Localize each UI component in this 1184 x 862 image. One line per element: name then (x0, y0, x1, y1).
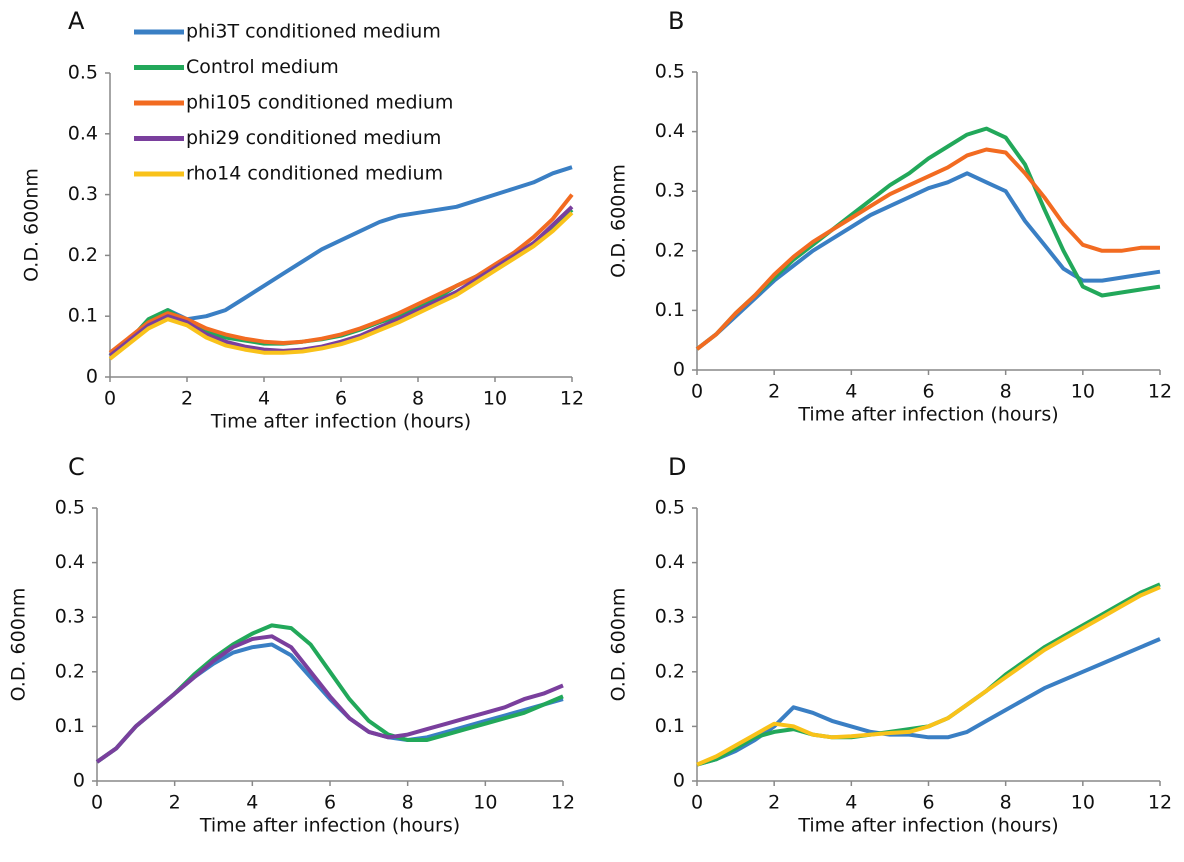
y-tick-label: 0.2 (655, 239, 685, 261)
series-line (696, 637, 1161, 767)
y-tick-label: 0.2 (655, 660, 685, 682)
legend-label: phi105 conditioned medium (186, 92, 453, 114)
x-tick-label: 8 (402, 792, 414, 814)
x-axis-label: Time after infection (hours) (210, 411, 471, 433)
y-tick-label: 0.1 (68, 305, 98, 327)
x-tick-label: 2 (181, 388, 193, 410)
x-tick-label: 10 (483, 388, 507, 410)
y-tick-label: 0.4 (55, 551, 85, 573)
y-tick-label: 0 (673, 770, 685, 792)
y-tick-label: 0.2 (55, 660, 85, 682)
x-tick-label: 12 (551, 792, 575, 814)
series-line (108, 205, 574, 358)
y-axis-label: O.D. 600nm (608, 588, 630, 702)
panel-label: A (68, 7, 85, 35)
series-line (695, 147, 1160, 351)
x-tick-label: 8 (1000, 381, 1012, 403)
legend-label: phi3T conditioned medium (186, 21, 441, 43)
x-axis-label: Time after infection (hours) (797, 815, 1058, 837)
y-tick-label: 0.5 (55, 497, 85, 519)
x-tick-label: 6 (922, 792, 934, 814)
x-tick-label: 4 (845, 381, 857, 403)
y-tick-label: 0.1 (55, 715, 85, 737)
y-tick-label: 0.3 (655, 606, 685, 628)
x-tick-label: 8 (412, 388, 424, 410)
legend-label: rho14 conditioned medium (186, 163, 443, 185)
y-tick-label: 0 (86, 366, 98, 388)
y-axis-label: O.D. 600nm (21, 168, 43, 282)
x-tick-label: 12 (1148, 381, 1172, 403)
x-tick-label: 10 (473, 792, 497, 814)
x-axis-label: Time after infection (hours) (199, 815, 460, 837)
x-tick-label: 10 (1071, 792, 1095, 814)
y-tick-label: 0.3 (68, 183, 98, 205)
x-tick-label: 4 (246, 792, 258, 814)
x-tick-label: 12 (1148, 792, 1172, 814)
x-tick-label: 2 (169, 792, 181, 814)
y-tick-label: 0.3 (655, 180, 685, 202)
x-tick-label: 2 (768, 381, 780, 403)
x-tick-label: 2 (768, 792, 780, 814)
y-tick-label: 0.5 (655, 497, 685, 519)
series-line (695, 126, 1161, 351)
y-tick-label: 0.4 (655, 120, 685, 142)
legend-label: Control medium (186, 56, 339, 78)
x-tick-label: 10 (1071, 381, 1095, 403)
series-line (696, 585, 1161, 767)
x-tick-label: 6 (335, 388, 347, 410)
x-tick-label: 0 (104, 388, 116, 410)
y-axis-label: O.D. 600nm (608, 164, 630, 278)
x-tick-label: 6 (324, 792, 336, 814)
y-tick-label: 0.5 (68, 62, 98, 84)
series-line (108, 193, 574, 355)
series-line (695, 171, 1161, 351)
y-tick-label: 0.5 (655, 61, 685, 83)
x-tick-label: 6 (922, 381, 934, 403)
x-tick-label: 0 (91, 792, 103, 814)
series-line (95, 634, 564, 764)
panel-label: D (668, 453, 686, 481)
x-axis-label: Time after infection (hours) (797, 404, 1058, 426)
x-tick-label: 0 (691, 792, 703, 814)
y-tick-label: 0.4 (68, 122, 98, 144)
x-tick-label: 0 (691, 381, 703, 403)
y-tick-label: 0 (73, 770, 85, 792)
y-tick-label: 0.1 (655, 299, 685, 321)
legend-label: phi29 conditioned medium (186, 127, 441, 149)
panel-label: C (68, 453, 85, 481)
series-line (95, 642, 564, 764)
series-line (108, 211, 574, 361)
y-tick-label: 0.4 (655, 551, 685, 573)
y-tick-label: 0 (673, 359, 685, 381)
x-tick-label: 4 (258, 388, 270, 410)
y-axis-label: O.D. 600nm (8, 588, 30, 702)
x-tick-label: 12 (560, 388, 584, 410)
y-tick-label: 0.2 (68, 244, 98, 266)
x-tick-label: 8 (1000, 792, 1012, 814)
x-tick-label: 4 (845, 792, 857, 814)
panel-label: B (668, 7, 684, 35)
y-tick-label: 0.1 (655, 715, 685, 737)
y-tick-label: 0.3 (55, 606, 85, 628)
